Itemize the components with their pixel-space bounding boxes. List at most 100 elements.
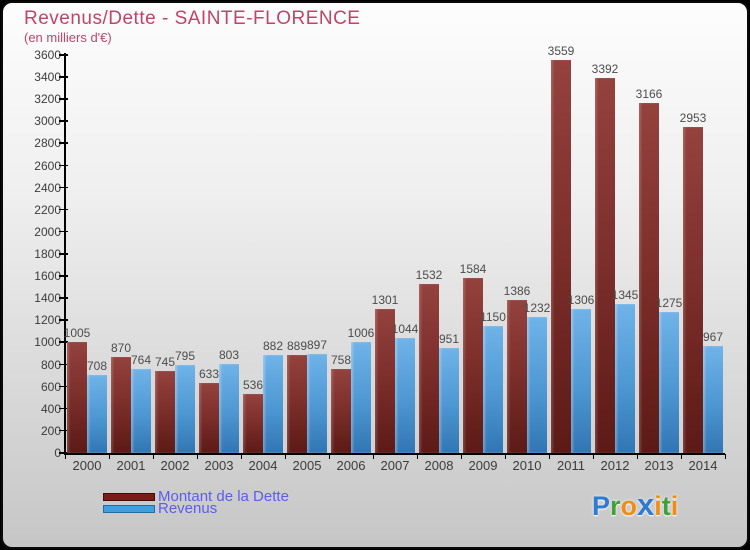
y-tick-label: 2600 — [34, 158, 61, 173]
bar-dette-2002 — [155, 370, 175, 453]
y-tick-label: 1800 — [34, 247, 61, 261]
x-tick-label-2007: 2007 — [380, 458, 410, 473]
bar-dette-2008 — [419, 283, 439, 453]
value-label-dette-2014: 2953 — [679, 110, 707, 125]
y-tick-label: 2000 — [34, 224, 61, 239]
bar-revenus-2002 — [175, 365, 195, 453]
logo-letter: o — [620, 491, 638, 521]
y-tick-mark — [59, 452, 68, 454]
y-tick-mark — [59, 120, 68, 122]
page-subtitle: (en milliers d'€) — [24, 30, 112, 45]
proxiti-logo[interactable]: Proxiti — [592, 487, 678, 523]
legend-swatch-icon — [103, 493, 155, 501]
logo-letter: r — [610, 491, 621, 521]
bar-dette-2003 — [199, 383, 219, 453]
y-tick-label: 800 — [40, 357, 61, 372]
bar-dette-2009 — [463, 277, 483, 453]
x-tick-mark — [681, 454, 682, 459]
value-label-revenus-2014: 967 — [702, 330, 724, 345]
y-tick-mark — [59, 363, 68, 366]
logo-letter: i — [654, 491, 662, 521]
y-tick-label: 400 — [40, 401, 61, 416]
x-tick-mark — [461, 454, 462, 459]
x-tick-label-2011: 2011 — [557, 458, 585, 473]
x-tick-label-2001: 2001 — [116, 458, 146, 473]
value-label-dette-2003: 633 — [198, 367, 220, 382]
value-label-dette-2009: 1584 — [459, 261, 487, 276]
x-tick-label-2006: 2006 — [336, 458, 366, 473]
value-label-dette-2013: 3166 — [635, 86, 663, 101]
x-tick-label-2000: 2000 — [72, 458, 102, 473]
value-label-dette-2007: 1301 — [371, 293, 399, 308]
y-tick-mark — [59, 76, 68, 78]
x-tick-mark — [197, 454, 198, 459]
x-tick-mark — [153, 454, 154, 459]
value-label-dette-2000: 1005 — [63, 325, 91, 340]
y-tick-mark — [59, 253, 68, 255]
x-tick-label-2004: 2004 — [248, 458, 278, 473]
x-tick-mark — [417, 454, 418, 459]
y-tick-mark — [59, 208, 68, 211]
logo-letter: i — [670, 491, 679, 521]
y-tick-label: 1200 — [34, 313, 61, 328]
y-tick-mark — [59, 319, 68, 321]
y-tick-mark — [59, 275, 68, 277]
x-tick-label-2014: 2014 — [688, 458, 718, 473]
x-tick-mark — [725, 454, 726, 459]
x-tick-mark — [373, 454, 374, 459]
x-tick-label-2005: 2005 — [292, 458, 322, 473]
y-tick-label: 2400 — [34, 180, 61, 195]
bar-dette-2013 — [639, 102, 659, 453]
x-tick-label-2002: 2002 — [160, 458, 190, 473]
x-tick-mark — [285, 454, 286, 459]
value-label-dette-2008: 1532 — [415, 267, 443, 282]
value-label-revenus-2009: 1150 — [480, 309, 506, 324]
x-tick-mark — [109, 454, 110, 459]
y-tick-label: 2200 — [34, 202, 61, 217]
bar-revenus-2006 — [351, 341, 371, 453]
bar-revenus-2005 — [307, 353, 327, 453]
x-tick-label-2008: 2008 — [424, 458, 454, 473]
y-tick-label: 3000 — [34, 114, 61, 129]
legend-swatch-icon — [103, 505, 155, 513]
y-tick-mark — [59, 407, 68, 410]
x-tick-mark — [329, 454, 330, 459]
bar-revenus-2014 — [703, 346, 723, 453]
bar-dette-2011 — [551, 59, 571, 453]
bar-revenus-2013 — [659, 312, 679, 453]
y-tick-mark — [59, 297, 68, 299]
value-label-revenus-2012: 1345 — [611, 288, 639, 303]
y-tick-label: 1400 — [34, 291, 61, 306]
page-title: Revenus/Dette - SAINTE-FLORENCE — [24, 8, 361, 29]
y-tick-label: 200 — [40, 423, 61, 438]
value-label-dette-2004: 536 — [242, 377, 264, 392]
bar-revenus-2009 — [483, 325, 503, 453]
value-label-revenus-2006: 1006 — [347, 325, 375, 340]
x-tick-mark — [549, 454, 550, 459]
legend-label: Montant de la Dette — [158, 488, 289, 505]
y-tick-mark — [59, 54, 68, 56]
x-tick-label-2003: 2003 — [204, 458, 234, 473]
y-tick-mark — [59, 98, 68, 100]
bar-dette-2012 — [595, 77, 615, 453]
x-tick-label-2012: 2012 — [600, 458, 630, 473]
bar-revenus-2010 — [527, 316, 547, 453]
bar-dette-2000 — [67, 341, 87, 453]
value-label-revenus-2010: 1232 — [523, 300, 551, 315]
bar-dette-2001 — [111, 356, 131, 453]
x-tick-label-2009: 2009 — [468, 458, 498, 473]
value-label-revenus-2000: 708 — [86, 358, 108, 373]
bar-revenus-2007 — [395, 337, 415, 453]
value-label-dette-2002: 745 — [154, 354, 176, 369]
bar-revenus-2003 — [219, 364, 239, 453]
value-label-dette-2001: 870 — [110, 340, 132, 355]
value-label-revenus-2013: 1275 — [655, 296, 683, 311]
bar-revenus-2011 — [571, 308, 591, 453]
bar-dette-2005 — [287, 354, 307, 453]
y-tick-mark — [59, 230, 68, 233]
x-tick-mark — [505, 454, 506, 459]
y-tick-mark — [59, 341, 68, 343]
logo-letter: P — [592, 491, 611, 521]
bar-dette-2007 — [375, 309, 395, 453]
